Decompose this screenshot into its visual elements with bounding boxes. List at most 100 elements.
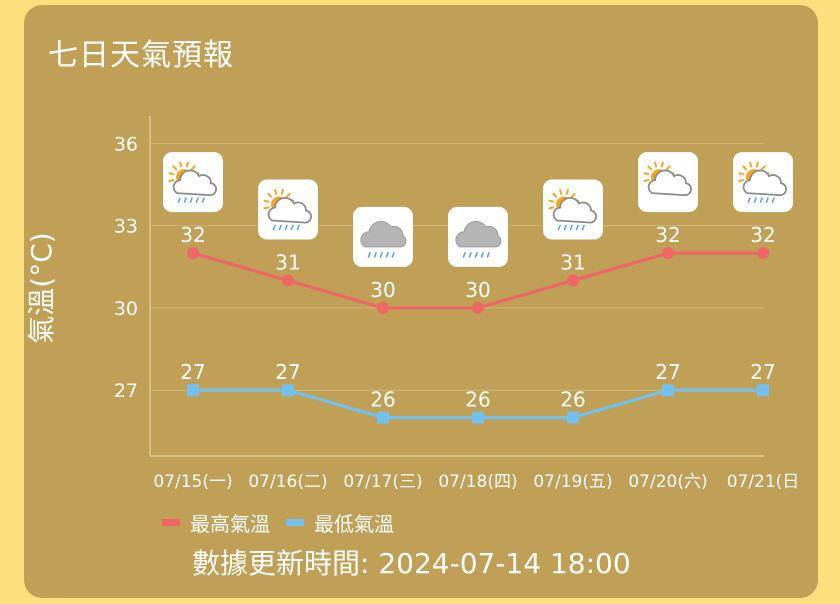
sun-ray — [190, 165, 196, 171]
rain-drop — [462, 252, 466, 258]
y-tick-label: 33 — [114, 216, 138, 238]
rain-drop — [278, 224, 282, 231]
rain-drop — [563, 224, 567, 231]
data-label: 31 — [275, 251, 300, 275]
rain-drop — [581, 224, 585, 231]
legend-label-low: 最低氣溫 — [314, 512, 394, 536]
data-label: 31 — [560, 251, 585, 275]
sun-ray — [738, 178, 745, 182]
cloud-shape — [455, 220, 502, 248]
sun-ray — [552, 192, 558, 198]
sun-ray — [665, 165, 671, 171]
sun-ray — [172, 165, 178, 171]
rain-drop — [177, 197, 181, 203]
rain-drop — [747, 197, 751, 203]
rain-drop — [771, 197, 775, 203]
y-tick-label: 27 — [114, 380, 138, 402]
cloudy-rain-icon — [448, 206, 508, 267]
rain-drop — [183, 197, 187, 203]
sun-ray — [179, 161, 183, 168]
rain-drop — [759, 197, 763, 203]
x-tick-label: 07/19(五) — [533, 472, 612, 492]
sun-ray — [749, 161, 753, 168]
x-tick-label: 07/17(三) — [343, 472, 422, 492]
cloud-shape — [552, 197, 597, 224]
legend-label-high: 最高氣溫 — [190, 512, 270, 536]
x-tick-label: 07/21(日 — [727, 472, 800, 492]
weather-icons — [163, 152, 793, 267]
sun-ray — [742, 165, 748, 171]
data-point-high — [662, 247, 674, 260]
rain-drop — [284, 224, 288, 231]
rain-drop — [373, 252, 377, 258]
rain-drop — [367, 252, 371, 258]
data-label: 26 — [370, 388, 395, 412]
rain-drop — [385, 252, 389, 258]
sun-ray — [285, 192, 291, 198]
legend: 最高氣溫 最低氣溫 — [162, 508, 410, 537]
partly-cloudy-rain-icon — [543, 179, 603, 240]
data-label: 26 — [560, 388, 585, 412]
x-tick-label: 07/18(四) — [438, 472, 517, 492]
series-markers — [187, 247, 769, 424]
sun-ray — [570, 192, 576, 198]
legend-swatch-high — [162, 519, 180, 526]
rain-drop — [201, 197, 205, 203]
x-tick-label: 07/16(二) — [248, 472, 327, 492]
rain-drop — [480, 252, 484, 258]
sun-ray — [168, 178, 175, 182]
x-tick-label: 07/15(一) — [153, 472, 232, 492]
partly-cloudy-icon — [638, 152, 698, 213]
legend-item-low[interactable]: 最低氣溫 — [286, 508, 394, 537]
data-point-low — [282, 384, 294, 397]
data-label: 32 — [750, 223, 775, 247]
rain-drop — [474, 252, 478, 258]
data-point-low — [187, 384, 199, 397]
rain-drop — [486, 252, 490, 258]
rain-drop — [753, 197, 757, 203]
data-point-high — [187, 247, 199, 260]
rain-drop — [189, 197, 193, 203]
sun-ray — [738, 172, 745, 176]
data-labels: 32 31 30 30 31 32 32 27 27 26 26 26 27 27 — [180, 223, 775, 412]
data-point-high — [282, 274, 294, 287]
rain-drop — [272, 224, 276, 231]
rain-drop — [569, 224, 573, 231]
sun-ray — [565, 189, 569, 195]
x-tick-label: 07/20(六) — [628, 472, 707, 492]
sun-ray — [168, 172, 175, 176]
y-tick-label: 36 — [114, 133, 138, 155]
sun-ray — [760, 165, 766, 171]
sun-ray — [559, 189, 563, 195]
legend-item-high[interactable]: 最高氣溫 — [162, 508, 270, 537]
x-tick-labels: 07/15(一) 07/16(二) 07/17(三) 07/18(四) 07/19(五)… — [153, 472, 799, 492]
forecast-card — [24, 5, 818, 598]
sun-ray — [274, 189, 278, 195]
cloud-shape — [172, 169, 217, 197]
data-label: 26 — [465, 388, 490, 412]
sun-ray — [643, 172, 650, 176]
rain-drop — [379, 252, 383, 258]
legend-swatch-low — [286, 519, 304, 526]
y-tick-labels: 27 30 33 36 — [114, 133, 138, 402]
cloud-shape — [647, 169, 692, 197]
data-label: 27 — [180, 360, 205, 384]
rain-drop — [290, 224, 294, 231]
data-point-high — [757, 247, 769, 260]
cloud-shape — [360, 220, 407, 248]
sun-ray — [263, 206, 270, 210]
data-label: 27 — [275, 360, 300, 384]
data-point-low — [662, 384, 674, 397]
rain-drop — [468, 252, 472, 258]
data-point-high — [377, 301, 389, 314]
y-tick-label: 30 — [114, 298, 138, 320]
cloud-shape — [267, 197, 312, 224]
data-point-high — [472, 301, 484, 314]
cloud-shape — [742, 169, 787, 197]
sun-ray — [647, 165, 653, 171]
chart-axes — [149, 116, 764, 457]
data-label: 32 — [180, 223, 205, 247]
rain-drop — [557, 224, 561, 231]
partly-cloudy-rain-icon — [258, 179, 318, 240]
